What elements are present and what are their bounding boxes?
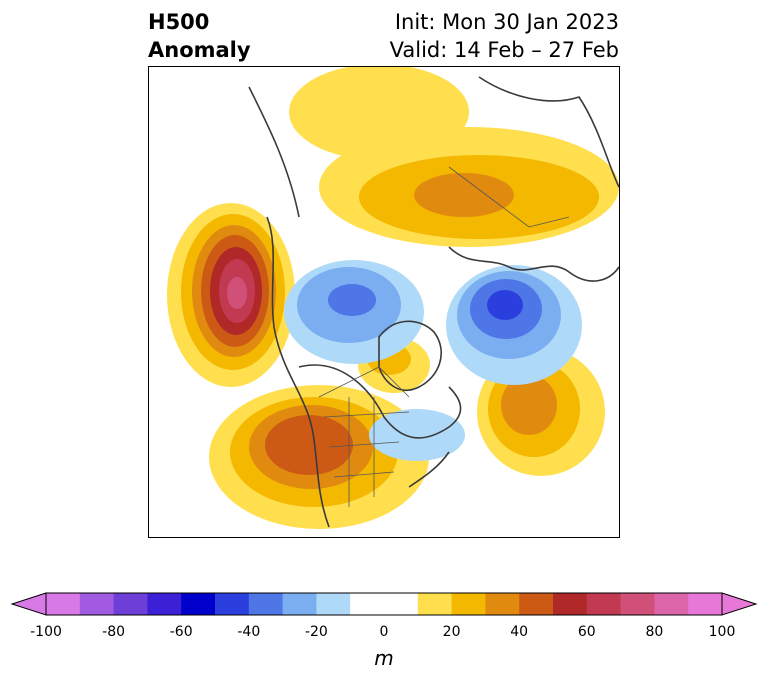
colorbar-bin — [485, 593, 520, 615]
colorbar-bin — [181, 593, 216, 615]
date-title: Init: Mon 30 Jan 2023 Valid: 14 Feb – 27… — [390, 8, 619, 64]
anomaly-map — [148, 66, 620, 538]
colorbar-tick-label: -80 — [102, 624, 126, 640]
colorbar-bin — [654, 593, 689, 615]
ridge-atlantic — [477, 348, 605, 476]
colorbar-tick-label: -60 — [169, 624, 193, 640]
coastlines — [248, 76, 619, 528]
colorbar-bin — [113, 593, 148, 615]
colorbar-bin — [350, 593, 419, 615]
colorbar-bin — [46, 593, 81, 615]
colorbar-bin — [586, 593, 622, 615]
colorbar-tick-label: 40 — [510, 624, 529, 640]
colorbar-bin — [553, 593, 588, 615]
colorbar-bin — [620, 593, 655, 615]
colorbar-tick-label: -40 — [237, 624, 261, 640]
colorbar-extend-high — [721, 592, 758, 616]
colorbar-bin — [316, 593, 351, 615]
colorbar-bin — [215, 593, 250, 615]
colorbar-tick-label: 80 — [645, 624, 664, 640]
trough-beaufort — [284, 260, 424, 364]
colorbar-bin — [282, 593, 317, 615]
colorbar-bin — [417, 593, 453, 615]
field-title-line2: Anomaly — [148, 38, 251, 62]
colorbar-tick-label: -100 — [30, 624, 62, 640]
colorbar-unit: m — [374, 646, 394, 670]
valid-range: Valid: 14 Feb – 27 Feb — [389, 38, 619, 62]
colorbar — [10, 590, 758, 620]
colorbar-tick-label: 100 — [708, 624, 736, 640]
trough-east-na — [369, 409, 465, 461]
colorbar-frame — [45, 592, 723, 616]
colorbar-bin — [451, 593, 486, 615]
trough-scandinavia — [446, 265, 582, 385]
init-date: Init: Mon 30 Jan 2023 — [394, 10, 619, 34]
colorbar-extend-low — [10, 592, 47, 616]
colorbar-bin — [519, 593, 554, 615]
colorbar-bin — [248, 593, 284, 615]
field-title-line1: H500 — [148, 10, 210, 34]
political-borders — [318, 166, 570, 507]
colorbar-tick-label: 0 — [379, 624, 389, 640]
ridge-siberia — [289, 67, 619, 247]
colorbar-tick-label: 60 — [577, 624, 596, 640]
colorbar-bin — [688, 593, 723, 615]
colorbar-tick-label: 20 — [442, 624, 461, 640]
colorbar-bin — [147, 593, 182, 615]
field-title: H500 Anomaly — [148, 8, 251, 64]
ridge-pacific — [167, 203, 295, 387]
colorbar-bin — [79, 593, 115, 615]
colorbar-tick-label: -20 — [304, 624, 328, 640]
